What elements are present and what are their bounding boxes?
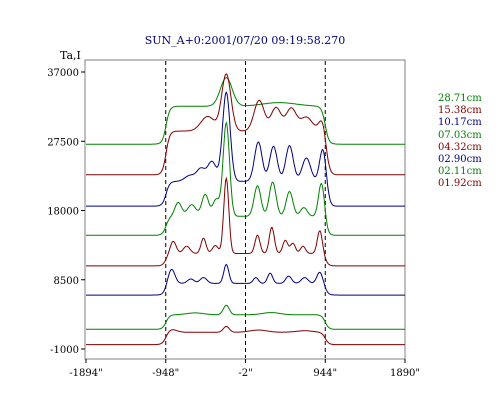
x-tick-label: -948" bbox=[152, 368, 179, 379]
series-line-7 bbox=[86, 325, 405, 346]
x-tick-label: 944" bbox=[313, 368, 337, 379]
legend-entry: 04.32cm bbox=[438, 141, 482, 153]
series-line-1 bbox=[86, 73, 405, 176]
series-line-0 bbox=[86, 77, 405, 145]
legend-entry: 07.03cm bbox=[438, 129, 482, 141]
x-tick-label: -1894" bbox=[69, 368, 102, 379]
legend-entry: 02.90cm bbox=[438, 154, 482, 166]
y-axis-label: Ta,I bbox=[60, 49, 81, 62]
y-axis: 37000 27500 18000 8500 -1000 bbox=[47, 68, 85, 356]
y-tick-label: 18000 bbox=[47, 207, 79, 218]
x-tick-label: 1890" bbox=[390, 368, 420, 379]
x-tick-label: -2" bbox=[238, 368, 252, 379]
legend-entry: 10.17cm bbox=[438, 117, 482, 129]
y-tick-label: 8500 bbox=[54, 276, 79, 287]
series-line-2 bbox=[86, 91, 405, 207]
series-line-6 bbox=[86, 304, 405, 330]
legend-entry: 02.11cm bbox=[438, 166, 482, 178]
y-tick-label: 37000 bbox=[47, 68, 79, 79]
y-tick-label: 27500 bbox=[47, 137, 79, 148]
legend-entry: 01.92cm bbox=[438, 178, 482, 190]
series-line-5 bbox=[86, 263, 405, 296]
legend-entry: 28.71cm bbox=[438, 93, 482, 104]
legend: 28.71cm 15.38cm 10.17cm 07.03cm 04.32cm 02.90… bbox=[438, 93, 482, 191]
chart-title: SUN_A+0:2001/07/20 09:19:58.270 bbox=[145, 34, 346, 47]
series-line-4 bbox=[86, 176, 405, 267]
x-axis: -1894" -948" -2" 944" 1890" bbox=[69, 359, 420, 379]
y-tick-label: -1000 bbox=[50, 345, 79, 356]
series-line-3 bbox=[86, 121, 405, 236]
legend-entry: 15.38cm bbox=[438, 105, 482, 117]
series-lines bbox=[86, 73, 405, 346]
